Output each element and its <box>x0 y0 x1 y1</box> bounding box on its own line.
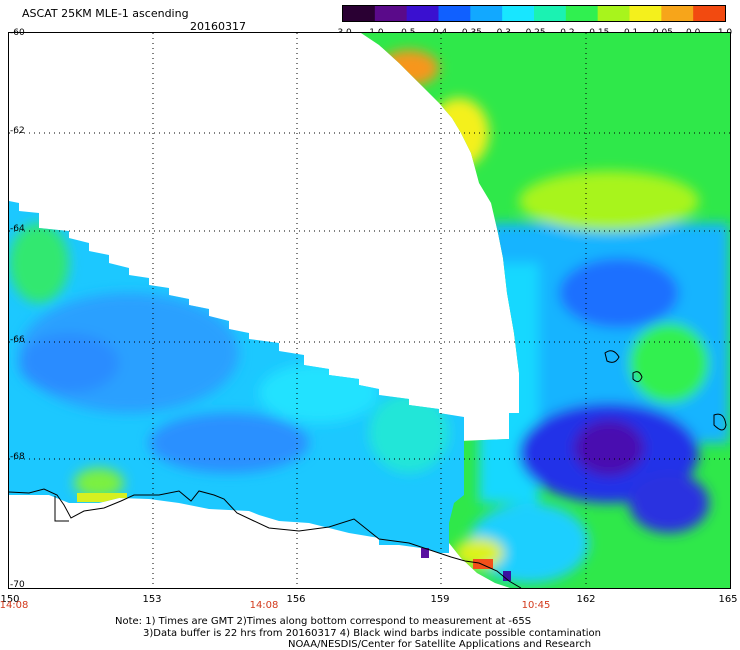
colorbar-segment <box>502 6 535 21</box>
colorbar-gradient <box>343 6 726 21</box>
time-label-1: 14:08 <box>0 600 29 611</box>
coastline-inlet <box>54 496 69 522</box>
note-line-2: 3)Data buffer is 22 hrs from 20160317 4)… <box>143 628 601 639</box>
lon-label-150: 150 <box>0 594 20 605</box>
time-label-3: 10:45 <box>521 600 551 611</box>
patch-purple <box>421 548 429 558</box>
colorbar-segment <box>438 6 471 21</box>
colorbar-segment <box>629 6 662 21</box>
colorbar-segment <box>343 6 376 21</box>
lat-label-64: -64 <box>10 224 25 234</box>
lon-label-165: 165 <box>718 594 738 605</box>
colorbar-segment <box>661 6 694 21</box>
lon-label-156: 156 <box>286 594 306 605</box>
patch-purple-2 <box>503 571 511 581</box>
lon-label-162: 162 <box>576 594 596 605</box>
time-label-2: 14:08 <box>249 600 279 611</box>
colorbar-segment <box>534 6 567 21</box>
product-date: 20160317 <box>190 20 246 33</box>
swath-west <box>9 201 464 553</box>
island-3 <box>713 413 727 431</box>
colorbar-segment <box>693 6 726 21</box>
patch-orange <box>473 559 493 569</box>
colorbar-segment <box>470 6 503 21</box>
lon-label-159: 159 <box>430 594 450 605</box>
colorbar <box>342 5 726 22</box>
lat-label-66: -66 <box>10 335 25 345</box>
product-title: ASCAT 25KM MLE-1 ascending <box>22 7 189 20</box>
lat-label-60: -60 <box>10 28 25 38</box>
map-canvas <box>9 33 730 588</box>
lat-label-62: -62 <box>10 126 25 136</box>
colorbar-segment <box>565 6 599 21</box>
colorbar-segment <box>406 6 439 21</box>
island-1 <box>604 350 620 363</box>
island-2 <box>632 371 643 383</box>
colorbar-segment <box>374 6 408 21</box>
lat-label-70: -70 <box>10 580 25 590</box>
map-panel[interactable] <box>8 32 731 589</box>
lon-label-153: 153 <box>142 594 162 605</box>
lat-label-68: -68 <box>10 452 25 462</box>
note-line-1: Note: 1) Times are GMT 2)Times along bot… <box>115 616 532 627</box>
coastline <box>9 488 522 588</box>
colorbar-segment <box>597 6 630 21</box>
note-line-3: NOAA/NESDIS/Center for Satellite Applica… <box>288 639 592 650</box>
grid <box>9 33 730 588</box>
